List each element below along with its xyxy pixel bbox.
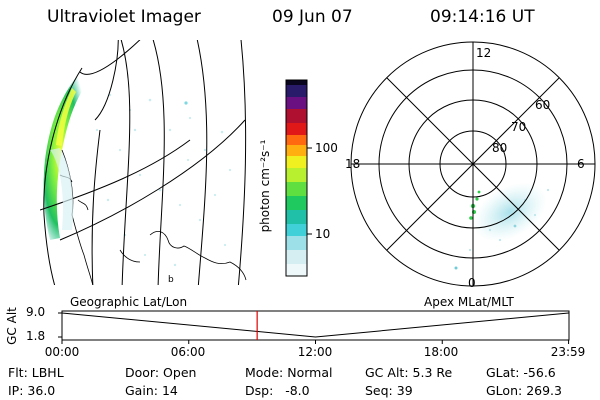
mlt-label-6: 6 bbox=[577, 157, 585, 171]
mlt-label-18: 18 bbox=[345, 157, 361, 171]
colorbar-unit-label: photon cm⁻²s⁻¹ bbox=[258, 139, 272, 233]
status-flt: Flt: LBHL bbox=[8, 365, 64, 380]
x-tick-label-2359: 23:59 bbox=[550, 345, 586, 359]
altitude-curve bbox=[61, 312, 569, 338]
status-ip: IP: 36.0 bbox=[8, 383, 56, 398]
time-label: 09:14:16 UT bbox=[430, 7, 535, 27]
lat-label-60: 60 bbox=[535, 98, 551, 112]
mlt-label-0: 0 bbox=[468, 276, 476, 290]
x-tick-label-1200: 12:00 bbox=[297, 345, 333, 359]
status-door: Door: Open bbox=[125, 365, 197, 380]
colorbar-tick-10: 10 bbox=[315, 227, 331, 241]
colorbar bbox=[285, 79, 312, 277]
status-glat: GLat: -56.6 bbox=[486, 365, 556, 380]
x-tick-label-0600: 06:00 bbox=[170, 345, 206, 359]
instrument-title: Ultraviolet Imager bbox=[47, 7, 201, 27]
timeline-axis-label: GC Alt bbox=[5, 307, 19, 345]
earth-limb bbox=[43, 67, 83, 285]
status-gain: Gain: 14 bbox=[125, 383, 178, 398]
background-speckle bbox=[95, 93, 232, 267]
x-tick-label-1800: 18:00 bbox=[423, 345, 459, 359]
timeline-plot bbox=[58, 310, 570, 344]
status-glon: GLon: 269.3 bbox=[486, 383, 562, 398]
status-mode: Mode: Normal bbox=[245, 365, 333, 380]
status-dsp: Dsp: -8.0 bbox=[245, 383, 310, 398]
mlt-label-12: 12 bbox=[476, 46, 492, 60]
aurora-band bbox=[43, 72, 88, 240]
polar-plot bbox=[350, 41, 596, 287]
aurora-core bbox=[56, 88, 76, 146]
polar-glow bbox=[473, 182, 547, 242]
lat-label-80: 80 bbox=[492, 141, 508, 155]
map-grid bbox=[40, 40, 247, 285]
timeline-left-caption: Geographic Lat/Lon bbox=[70, 295, 188, 309]
colorbar-tick-100: 100 bbox=[315, 141, 338, 155]
timeline-frame bbox=[61, 310, 570, 341]
timeline-x-ticks bbox=[61, 340, 570, 344]
geographic-map bbox=[40, 40, 247, 285]
lat-label-70: 70 bbox=[511, 120, 527, 134]
y-tick-label-top: 9.0 bbox=[26, 305, 46, 319]
coastline bbox=[59, 149, 247, 285]
status-gcalt: GC Alt: 5.3 Re bbox=[365, 365, 453, 380]
x-tick-label-0000: 00:00 bbox=[44, 345, 80, 359]
coastline-glow bbox=[50, 148, 74, 230]
polar-diag-2 bbox=[386, 77, 560, 251]
map-corner-marker: b bbox=[168, 275, 174, 285]
date-label: 09 Jun 07 bbox=[272, 7, 353, 27]
timeline-right-caption: Apex MLat/MLT bbox=[424, 295, 514, 309]
y-tick-label-bottom: 1.8 bbox=[26, 329, 46, 343]
status-seq: Seq: 39 bbox=[365, 383, 413, 398]
